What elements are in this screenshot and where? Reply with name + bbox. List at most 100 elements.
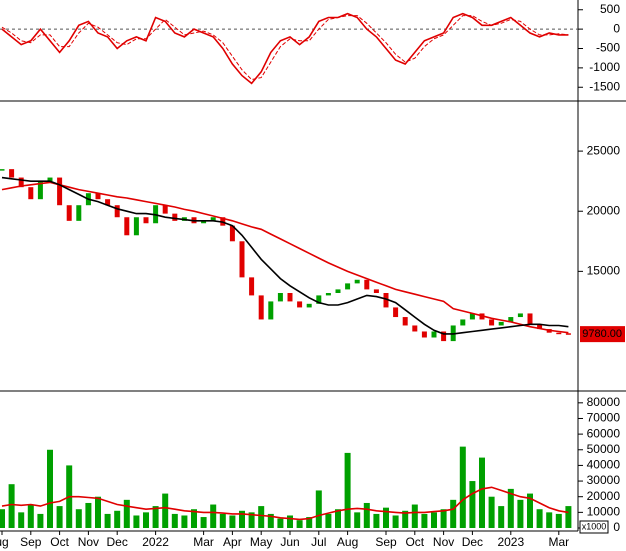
volume-bar <box>325 513 332 528</box>
volume-bar <box>383 507 389 528</box>
x-tick-label: Aug <box>337 535 358 549</box>
volume-bar <box>85 502 92 528</box>
y-tick-label: -1000 <box>589 60 620 74</box>
candle <box>565 333 571 335</box>
x-tick-label: Dec <box>107 535 128 549</box>
candle <box>0 169 5 171</box>
candle <box>66 205 72 221</box>
volume-bar <box>248 512 255 528</box>
y-tick-label: 15000 <box>587 264 621 278</box>
candle <box>489 319 495 326</box>
volume-bar <box>56 506 63 528</box>
x-tick-label: May <box>250 535 273 549</box>
y-tick-label: 80000 <box>587 395 621 409</box>
volume-bar <box>555 513 562 528</box>
volume-bar <box>565 506 572 528</box>
candle <box>412 325 418 332</box>
volume-bar <box>181 515 188 528</box>
x-tick-label: Sep <box>375 535 397 549</box>
candle <box>210 217 216 221</box>
candle <box>287 293 293 302</box>
y-tick-label: 20000 <box>587 203 621 217</box>
x-tick-label: Sep <box>20 535 42 549</box>
volume-bar <box>114 510 121 528</box>
candle <box>105 199 111 206</box>
volume-bar <box>171 513 178 528</box>
volume-bar <box>152 506 159 528</box>
volume-bar <box>0 509 5 528</box>
oscillator-line <box>1 12 569 85</box>
candle <box>268 301 274 320</box>
last-price-box <box>580 326 625 343</box>
candle <box>143 217 149 224</box>
volume-bar <box>517 499 524 528</box>
candle <box>114 205 120 218</box>
candle <box>306 303 312 308</box>
candle <box>258 295 264 320</box>
volume-bar <box>162 493 169 528</box>
y-tick-label: 500 <box>600 2 620 16</box>
candle <box>297 301 303 308</box>
volume-bar <box>133 515 140 528</box>
volume-bar <box>267 513 274 528</box>
candle <box>249 277 255 296</box>
candle <box>162 205 168 214</box>
volume-bar <box>306 517 313 528</box>
candle <box>229 225 235 242</box>
oscillator-line <box>1 15 569 81</box>
x-tick-label: 2023 <box>497 535 524 549</box>
x-tick-label: Mar <box>548 535 569 549</box>
x-tick-label: Oct <box>405 535 424 549</box>
volume-bar <box>27 504 34 528</box>
candle <box>469 313 475 320</box>
last-price-label: 9780.00 <box>582 328 622 340</box>
candle <box>556 332 562 335</box>
volume-bar <box>421 513 428 528</box>
volume-bar <box>239 510 245 528</box>
candle <box>537 324 543 330</box>
candle <box>57 177 63 206</box>
candle <box>172 213 178 221</box>
x-tick-label: Nov <box>433 535 454 549</box>
y-tick-label: 60000 <box>587 426 621 440</box>
candle <box>18 177 24 188</box>
candle <box>460 319 466 326</box>
candle <box>345 283 351 290</box>
x-tick-label: Jun <box>280 535 299 549</box>
candle <box>239 241 245 278</box>
candle <box>421 331 427 338</box>
candle <box>201 220 207 224</box>
candle <box>28 187 34 200</box>
candle <box>364 279 370 290</box>
volume-bar <box>546 512 553 528</box>
volume-bar <box>507 488 514 528</box>
volume-bar <box>459 446 466 528</box>
unit-box <box>579 520 609 534</box>
volume-bar <box>488 496 495 528</box>
y-tick-label: 20000 <box>587 489 621 503</box>
candle <box>325 293 331 296</box>
x-tick-label: Nov <box>78 535 99 549</box>
volume-bar <box>277 518 284 528</box>
candle <box>527 313 533 325</box>
y-tick-label: 70000 <box>587 411 621 425</box>
volume-bar <box>8 484 15 528</box>
candle <box>124 217 130 236</box>
candle <box>498 321 504 326</box>
y-tick-label: 0 <box>613 21 620 35</box>
candle <box>76 205 82 221</box>
volume-bar <box>527 493 533 528</box>
candle <box>441 331 447 342</box>
volume-bar <box>431 512 437 528</box>
x-tick-label: Jul <box>311 535 326 549</box>
volume-bar <box>450 499 457 528</box>
volume-bar <box>296 520 303 528</box>
x-tick-label: ug <box>0 535 9 549</box>
y-tick-label: 0 <box>613 520 620 534</box>
volume-bar <box>200 517 207 528</box>
volume-bar <box>344 452 351 528</box>
volume-bar <box>75 509 82 528</box>
x-tick-label: Oct <box>50 535 69 549</box>
candle <box>9 169 15 178</box>
